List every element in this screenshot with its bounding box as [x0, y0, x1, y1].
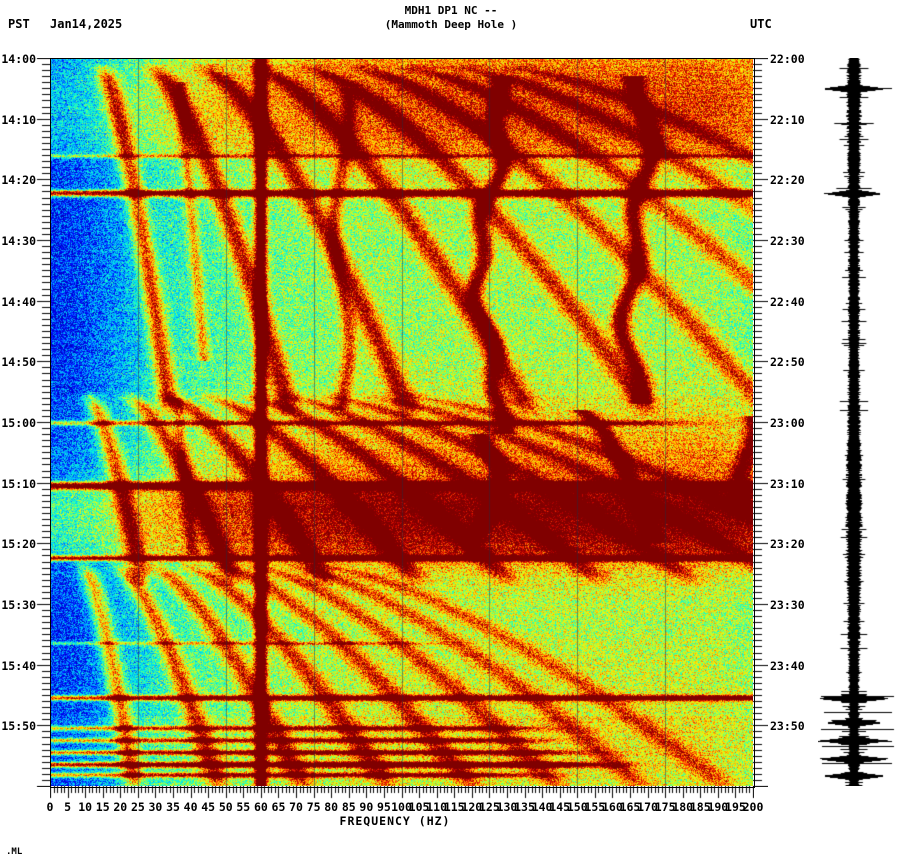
frequency-label: 185 [689, 800, 711, 814]
frequency-label: 115 [443, 800, 465, 814]
corner-mark: .ML [6, 847, 23, 857]
seismogram-trace [818, 58, 896, 786]
time-axis-left-ticks [36, 58, 51, 787]
station-code-title: MDH1 DP1 NC -- [404, 4, 498, 17]
time-label-pst: 15:00 [1, 416, 36, 430]
frequency-label: 10 [78, 800, 93, 814]
frequency-label: 65 [271, 800, 286, 814]
frequency-label: 95 [376, 800, 391, 814]
frequency-label: 70 [289, 800, 303, 814]
frequency-label: 155 [584, 800, 606, 814]
frequency-label: 30 [148, 800, 163, 814]
time-label-utc: 23:50 [770, 719, 805, 734]
frequency-axis-labels: 0 5 10 15 20 25 30 35 40 45 50 55 60 65 70 75 80 85 90 95 10… [0, 800, 902, 816]
frequency-label: 125 [478, 800, 500, 814]
frequency-label: 45 [201, 800, 216, 814]
time-label-pst: 15:40 [1, 658, 36, 673]
frequency-label: 145 [549, 800, 571, 814]
frequency-label: 15 [95, 800, 110, 814]
frequency-label: 40 [183, 800, 198, 814]
frequency-label: 90 [359, 800, 374, 814]
frequency-label: 165 [619, 800, 641, 814]
frequency-label: 80 [324, 800, 339, 814]
time-label-pst: 14:30 [1, 234, 36, 248]
time-label-utc: 22:20 [770, 173, 805, 188]
frequency-label: 105 [408, 800, 430, 814]
frequency-label: 55 [236, 800, 251, 814]
frequency-label: 35 [166, 800, 180, 814]
time-label-utc: 22:40 [770, 294, 805, 309]
time-label-utc: 23:10 [770, 476, 805, 491]
frequency-label: 180 [672, 800, 694, 814]
header-date: Jan14,2025 [50, 17, 123, 31]
time-label-utc: 23:40 [770, 658, 805, 673]
time-label-pst: 14:50 [1, 355, 36, 370]
frequency-label: 120 [461, 800, 483, 814]
time-label-utc: 23:30 [770, 598, 805, 612]
time-label-pst: 15:30 [1, 598, 36, 612]
frequency-label: 5 [64, 800, 72, 814]
header-timezone-right: UTC [750, 17, 772, 31]
frequency-label: 140 [531, 800, 553, 814]
frequency-axis-ticks [50, 786, 754, 800]
frequency-label: 160 [602, 800, 623, 814]
time-label-pst: 15:20 [1, 537, 36, 552]
frequency-label: 150 [566, 800, 588, 814]
frequency-label: 135 [514, 800, 535, 814]
frequency-axis-title: FREQUENCY (HZ) [339, 814, 451, 828]
frequency-label: 0 [46, 800, 54, 814]
frequency-label: 50 [218, 800, 233, 814]
time-label-utc: 23:00 [770, 416, 805, 430]
frequency-label: 175 [654, 800, 676, 814]
frequency-label: 195 [725, 800, 746, 814]
time-label-pst: 15:50 [1, 719, 36, 734]
frequency-label: 110 [426, 800, 448, 814]
station-name-title: (Mammoth Deep Hole ) [384, 18, 518, 31]
frequency-label: 85 [341, 800, 356, 814]
time-label-pst: 14:00 [1, 52, 36, 66]
time-label-pst: 14:40 [1, 294, 36, 309]
time-label-utc: 22:00 [770, 52, 805, 66]
time-label-utc: 23:20 [770, 537, 805, 552]
time-label-pst: 15:10 [1, 476, 36, 491]
time-axis-right-ticks [753, 58, 768, 787]
frequency-label: 25 [130, 800, 145, 814]
frequency-label: 20 [113, 800, 128, 814]
frequency-label: 200 [742, 800, 764, 814]
time-label-utc: 22:50 [770, 355, 805, 370]
frequency-label: 170 [637, 800, 658, 814]
spectrogram-image [50, 58, 753, 786]
time-label-utc: 22:10 [770, 112, 805, 127]
frequency-label: 190 [707, 800, 729, 814]
header-timezone-left: PST [8, 17, 30, 31]
time-label-utc: 22:30 [770, 234, 805, 248]
frequency-label: 75 [306, 800, 321, 814]
frequency-label: 100 [391, 800, 412, 814]
time-label-pst: 14:10 [1, 112, 36, 127]
frequency-label: 60 [253, 800, 268, 814]
time-label-pst: 14:20 [1, 173, 36, 188]
frequency-label: 130 [496, 800, 518, 814]
